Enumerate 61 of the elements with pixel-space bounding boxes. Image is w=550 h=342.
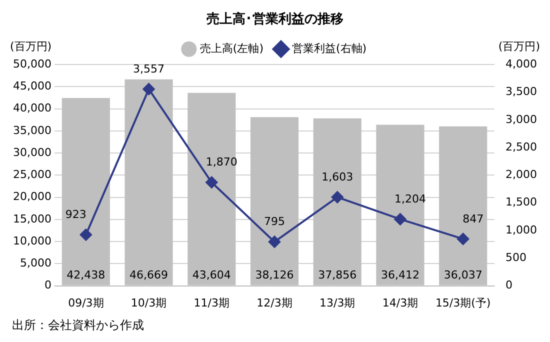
x-tick-label: 14/3期 bbox=[382, 296, 418, 310]
y2-tick-label: 500 bbox=[506, 251, 527, 264]
y-tick-label: 35,000 bbox=[12, 124, 52, 137]
point bbox=[457, 232, 470, 245]
data-label: 42,438 bbox=[66, 268, 106, 282]
y2-tick-label: 2,000 bbox=[506, 168, 538, 182]
y-tick-label: 10,000 bbox=[12, 234, 52, 248]
data-label: 37,856 bbox=[318, 268, 357, 282]
x-tick-label: 11/3期 bbox=[194, 296, 230, 310]
x-tick-label: 12/3期 bbox=[256, 296, 292, 310]
data-label: 1,870 bbox=[206, 156, 238, 169]
bar bbox=[313, 118, 362, 286]
y-tick-label: 5,000 bbox=[20, 256, 52, 270]
y-tick-label: 45,000 bbox=[12, 80, 52, 93]
point bbox=[268, 236, 280, 248]
y2-axis-title: (百万円) bbox=[498, 40, 540, 53]
y2-tick-label: 2,500 bbox=[506, 140, 538, 154]
data-label: 1,603 bbox=[322, 170, 354, 184]
data-label: 847 bbox=[462, 212, 484, 226]
x-tick-label: 09/3期 bbox=[68, 296, 104, 310]
y2-tick-label: 3,000 bbox=[506, 112, 538, 126]
y-tick-label: 40,000 bbox=[12, 102, 52, 115]
point bbox=[394, 213, 406, 226]
y-tick-label: 20,000 bbox=[12, 190, 52, 204]
point bbox=[206, 176, 218, 188]
bar bbox=[188, 92, 236, 286]
y-tick-label: 25,000 bbox=[12, 168, 52, 182]
data-label: 36,412 bbox=[380, 268, 420, 282]
data-label: 38,126 bbox=[255, 268, 294, 282]
y2-tick-label: 0 bbox=[506, 278, 513, 292]
point bbox=[331, 191, 344, 204]
legend-label: 売上高(左軸) bbox=[200, 42, 264, 55]
y-tick-label: 30,000 bbox=[12, 146, 52, 159]
x-tick-label: 13/3期 bbox=[320, 296, 356, 310]
y2-tick-label: 1,000 bbox=[506, 223, 538, 236]
y-tick-label: 15,000 bbox=[12, 212, 52, 226]
y2-tick-label: 3,500 bbox=[506, 85, 538, 98]
x-tick-label: 10/3期 bbox=[130, 296, 167, 310]
data-label: 43,604 bbox=[192, 268, 231, 282]
point bbox=[80, 228, 92, 241]
bar bbox=[62, 98, 110, 286]
bar bbox=[376, 124, 424, 286]
text: 出所：会社資料から作成 bbox=[12, 317, 145, 334]
y2-tick-label: 1,500 bbox=[506, 196, 538, 209]
data-label: 1,204 bbox=[394, 192, 426, 206]
y2-tick-label: 4,000 bbox=[506, 57, 538, 70]
bar bbox=[124, 79, 173, 286]
point bbox=[142, 83, 155, 96]
legend-label: 営業利益(右軸) bbox=[292, 42, 367, 55]
data-label: 795 bbox=[264, 215, 285, 228]
data-label: 923 bbox=[65, 208, 86, 222]
x-tick-label: 15/3期(予) bbox=[435, 296, 491, 310]
data-label: 46,669 bbox=[130, 268, 168, 282]
y-axis-title: (百万円) bbox=[10, 40, 52, 53]
chart-title: 売上高･営業利益の推移 bbox=[206, 11, 344, 28]
y-tick-label: 50,000 bbox=[12, 57, 52, 70]
bar bbox=[439, 126, 488, 286]
data-label: 36,037 bbox=[444, 268, 482, 282]
data-label: 3,557 bbox=[133, 62, 165, 76]
bar bbox=[250, 117, 299, 286]
y-tick-label: 0 bbox=[44, 278, 52, 292]
